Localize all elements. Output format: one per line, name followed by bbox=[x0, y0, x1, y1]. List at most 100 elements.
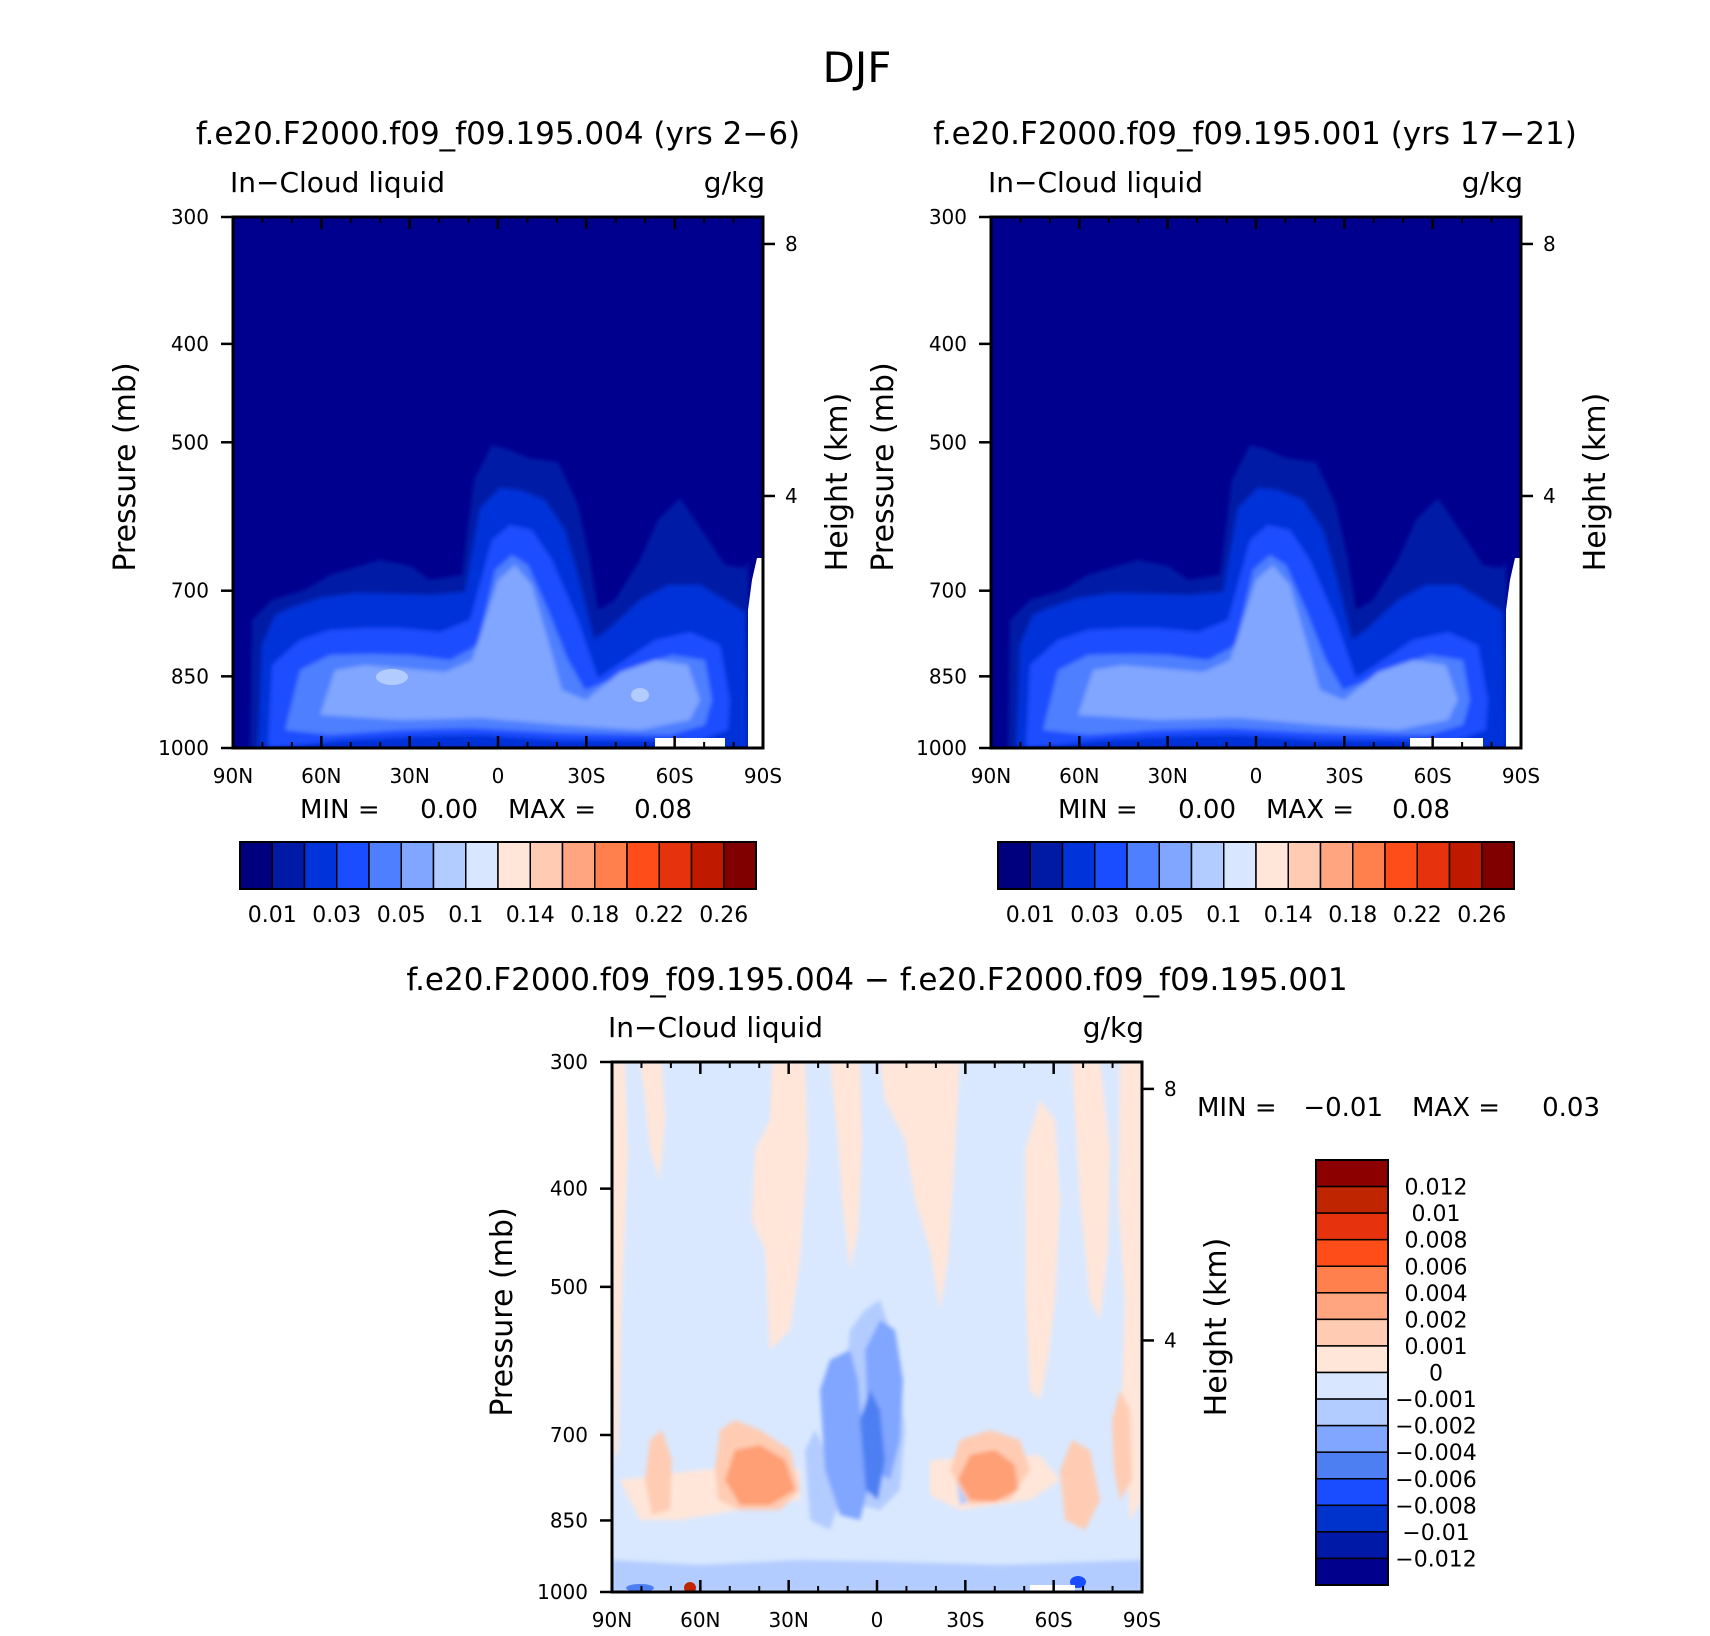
y-right-tick-label: 8 bbox=[1543, 232, 1556, 256]
colorbar-swatch bbox=[1315, 1318, 1389, 1347]
panel-2-units-label: g/kg bbox=[1462, 166, 1523, 199]
colorbar-label: 0.03 bbox=[312, 903, 361, 928]
missing-data-mask bbox=[1506, 558, 1521, 748]
y-right-tick-label: 4 bbox=[1164, 1328, 1177, 1352]
colorbar-swatch bbox=[336, 841, 370, 890]
colorbar-swatch bbox=[1315, 1345, 1389, 1374]
positive-band-12 bbox=[645, 1430, 672, 1515]
colorbar-swatch bbox=[1029, 841, 1064, 890]
colorbar-swatch bbox=[1315, 1159, 1389, 1188]
colorbar-label: 0 bbox=[1429, 1362, 1443, 1387]
panel-1-contour-field bbox=[233, 217, 763, 748]
panel-2-y-axis-label: Pressure (mb) bbox=[866, 362, 901, 571]
positive-band-1 bbox=[612, 1062, 628, 1460]
x-tick-label: 60S bbox=[656, 764, 694, 788]
colorbar-label: 0.01 bbox=[1412, 1202, 1461, 1227]
negative-band-4 bbox=[820, 1350, 870, 1520]
positive-band-5 bbox=[880, 1062, 960, 1310]
panel-2-max-value: 0.08 bbox=[1392, 795, 1450, 825]
panel-3-colorbar: 0.0120.010.0080.0060.0040.0020.0010−0.00… bbox=[1315, 1159, 1477, 1586]
colorbar-swatch bbox=[1287, 841, 1322, 890]
colorbar-label: −0.012 bbox=[1395, 1547, 1476, 1572]
panel-2-max-label: MAX = bbox=[1266, 795, 1354, 825]
y-tick-label: 300 bbox=[171, 205, 209, 229]
colorbar-swatch bbox=[1190, 841, 1225, 890]
y-tick-label: 700 bbox=[929, 579, 967, 603]
colorbar-swatch bbox=[1315, 1557, 1389, 1586]
colorbar-swatch bbox=[1315, 1424, 1389, 1453]
panel-3-axes: 90N 60N 30N 0 30S 60S 90S 300 400 500 700 850 1000 8 4 bbox=[537, 1050, 1177, 1632]
colorbar-swatch bbox=[1315, 1185, 1389, 1214]
colorbar-label: −0.006 bbox=[1395, 1468, 1476, 1493]
x-tick-label: 90S bbox=[1502, 764, 1540, 788]
colorbar-label: −0.01 bbox=[1402, 1521, 1469, 1546]
colorbar-swatch bbox=[1315, 1451, 1389, 1480]
colorbar-label: 0.006 bbox=[1405, 1255, 1468, 1280]
panel-1-variable-label: In−Cloud liquid bbox=[230, 166, 445, 199]
panel-3-variable-label: In−Cloud liquid bbox=[608, 1011, 823, 1044]
colorbar-swatch bbox=[1315, 1265, 1389, 1294]
colorbar-swatch bbox=[1315, 1292, 1389, 1321]
y-right-tick-label: 4 bbox=[1543, 484, 1556, 508]
colorbar-swatch bbox=[1223, 841, 1257, 890]
colorbar-swatch bbox=[1315, 1212, 1389, 1241]
colorbar-label: 0.012 bbox=[1405, 1176, 1468, 1201]
colorbar-swatch bbox=[1158, 841, 1193, 890]
x-tick-label: 30N bbox=[389, 764, 429, 788]
colorbar-label: 0.22 bbox=[1393, 903, 1442, 928]
colorbar-swatch bbox=[594, 841, 628, 890]
colorbar-swatch bbox=[239, 841, 273, 890]
colorbar-swatch bbox=[400, 841, 435, 890]
colorbar-label: 0.18 bbox=[570, 903, 619, 928]
colorbar-swatch bbox=[1255, 841, 1289, 890]
y-tick-label: 500 bbox=[171, 430, 209, 454]
x-tick-label: 90N bbox=[971, 764, 1011, 788]
y-tick-label: 400 bbox=[171, 332, 209, 356]
panel-1-y-axis-label: Pressure (mb) bbox=[108, 362, 143, 571]
y-tick-label: 300 bbox=[929, 205, 967, 229]
x-tick-label: 30S bbox=[946, 1608, 984, 1632]
colorbar-swatch bbox=[432, 841, 467, 890]
panel-1-max-label: MAX = bbox=[508, 795, 596, 825]
x-tick-label: 30N bbox=[1147, 764, 1187, 788]
colorbar-label: −0.008 bbox=[1395, 1494, 1476, 1519]
y-right-tick-label: 8 bbox=[1164, 1077, 1177, 1101]
negative-band-2 bbox=[805, 1430, 840, 1530]
y-tick-label: 400 bbox=[550, 1177, 588, 1201]
contour-level-5 bbox=[1078, 565, 1458, 730]
colorbar-label: 0.1 bbox=[1206, 903, 1241, 928]
x-tick-label: 60N bbox=[680, 1608, 720, 1632]
colorbar-swatch bbox=[561, 841, 596, 890]
colorbar-label: 0.008 bbox=[1405, 1229, 1468, 1254]
panel-3-units-label: g/kg bbox=[1083, 1011, 1144, 1044]
x-tick-label: 0 bbox=[492, 764, 505, 788]
colorbar-swatch bbox=[626, 841, 660, 890]
y-tick-label: 850 bbox=[929, 664, 967, 688]
colorbar-swatch bbox=[303, 841, 338, 890]
colorbar-label: −0.001 bbox=[1395, 1388, 1476, 1413]
positive-band-3 bbox=[752, 1062, 808, 1350]
panel-1-units-label: g/kg bbox=[704, 166, 765, 199]
colorbar-swatch bbox=[529, 841, 564, 890]
positive-band-4 bbox=[830, 1062, 862, 1270]
panel-2-contour-field bbox=[991, 217, 1521, 748]
colorbar-label: 0.01 bbox=[248, 903, 297, 928]
y-tick-label: 300 bbox=[550, 1050, 588, 1074]
x-tick-label: 90S bbox=[1123, 1608, 1161, 1632]
panel-3-min-value: −0.01 bbox=[1303, 1093, 1383, 1123]
contour-highlight bbox=[376, 669, 408, 685]
panel-1-title: f.e20.F2000.f09_f09.195.004 (yrs 2−6) bbox=[196, 116, 800, 152]
panel-3: f.e20.F2000.f09_f09.195.004 − f.e20.F200… bbox=[406, 962, 1600, 1632]
colorbar-swatch bbox=[1315, 1478, 1389, 1507]
positive-band-15 bbox=[1112, 1390, 1132, 1500]
colorbar-label: 0.004 bbox=[1405, 1282, 1468, 1307]
colorbar-label: 0.05 bbox=[377, 903, 426, 928]
panel-2-variable-label: In−Cloud liquid bbox=[988, 166, 1203, 199]
x-tick-label: 0 bbox=[871, 1608, 884, 1632]
panel-3-min-label: MIN = bbox=[1197, 1093, 1277, 1123]
colorbar-swatch bbox=[997, 841, 1031, 890]
positive-band-14 bbox=[1060, 1440, 1100, 1530]
x-tick-label: 0 bbox=[1250, 764, 1263, 788]
colorbar-label: 0.18 bbox=[1328, 903, 1377, 928]
